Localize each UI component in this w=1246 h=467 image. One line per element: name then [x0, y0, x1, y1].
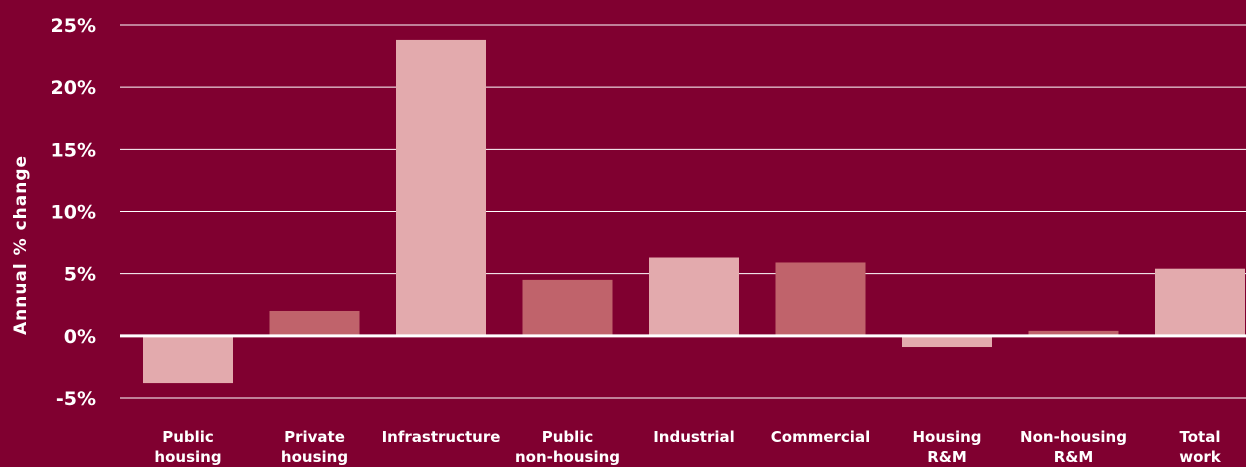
- x-category-label: Total work: [1179, 428, 1222, 466]
- y-axis-title: Annual % change: [11, 155, 31, 335]
- x-category-label: Housing R&M: [912, 428, 981, 466]
- bars: [143, 39, 1245, 384]
- bar: [902, 335, 992, 348]
- bar: [396, 39, 486, 336]
- x-category-label: Industrial: [653, 428, 735, 446]
- y-tick-label: 25%: [51, 15, 96, 37]
- y-axis-tick-labels: 25% 20% 15% 10% 5% 0% -5%: [51, 15, 96, 410]
- bar: [775, 262, 866, 336]
- y-tick-label: 10%: [51, 202, 96, 224]
- x-category-label: Public housing: [154, 428, 221, 466]
- bar: [269, 310, 360, 336]
- gridlines: [120, 24, 1246, 399]
- bar: [649, 257, 739, 336]
- y-tick-label: 15%: [51, 139, 96, 161]
- y-tick-label: 0%: [64, 326, 96, 348]
- x-axis-category-labels: Public housing Private housing Infrastructur…: [154, 428, 1221, 466]
- x-category-label: Commercial: [771, 428, 870, 446]
- y-tick-label: -5%: [56, 388, 96, 410]
- bar: [1155, 268, 1245, 336]
- bar: [1028, 330, 1119, 336]
- x-category-label: Non-housing R&M: [1020, 428, 1127, 466]
- bar: [522, 279, 613, 336]
- x-category-label: Public non-housing: [515, 428, 620, 466]
- bar: [143, 335, 233, 384]
- x-category-label: Private housing: [281, 428, 348, 466]
- y-tick-label: 20%: [51, 77, 96, 99]
- x-category-label: Infrastructure: [382, 428, 501, 446]
- y-tick-label: 5%: [64, 264, 96, 286]
